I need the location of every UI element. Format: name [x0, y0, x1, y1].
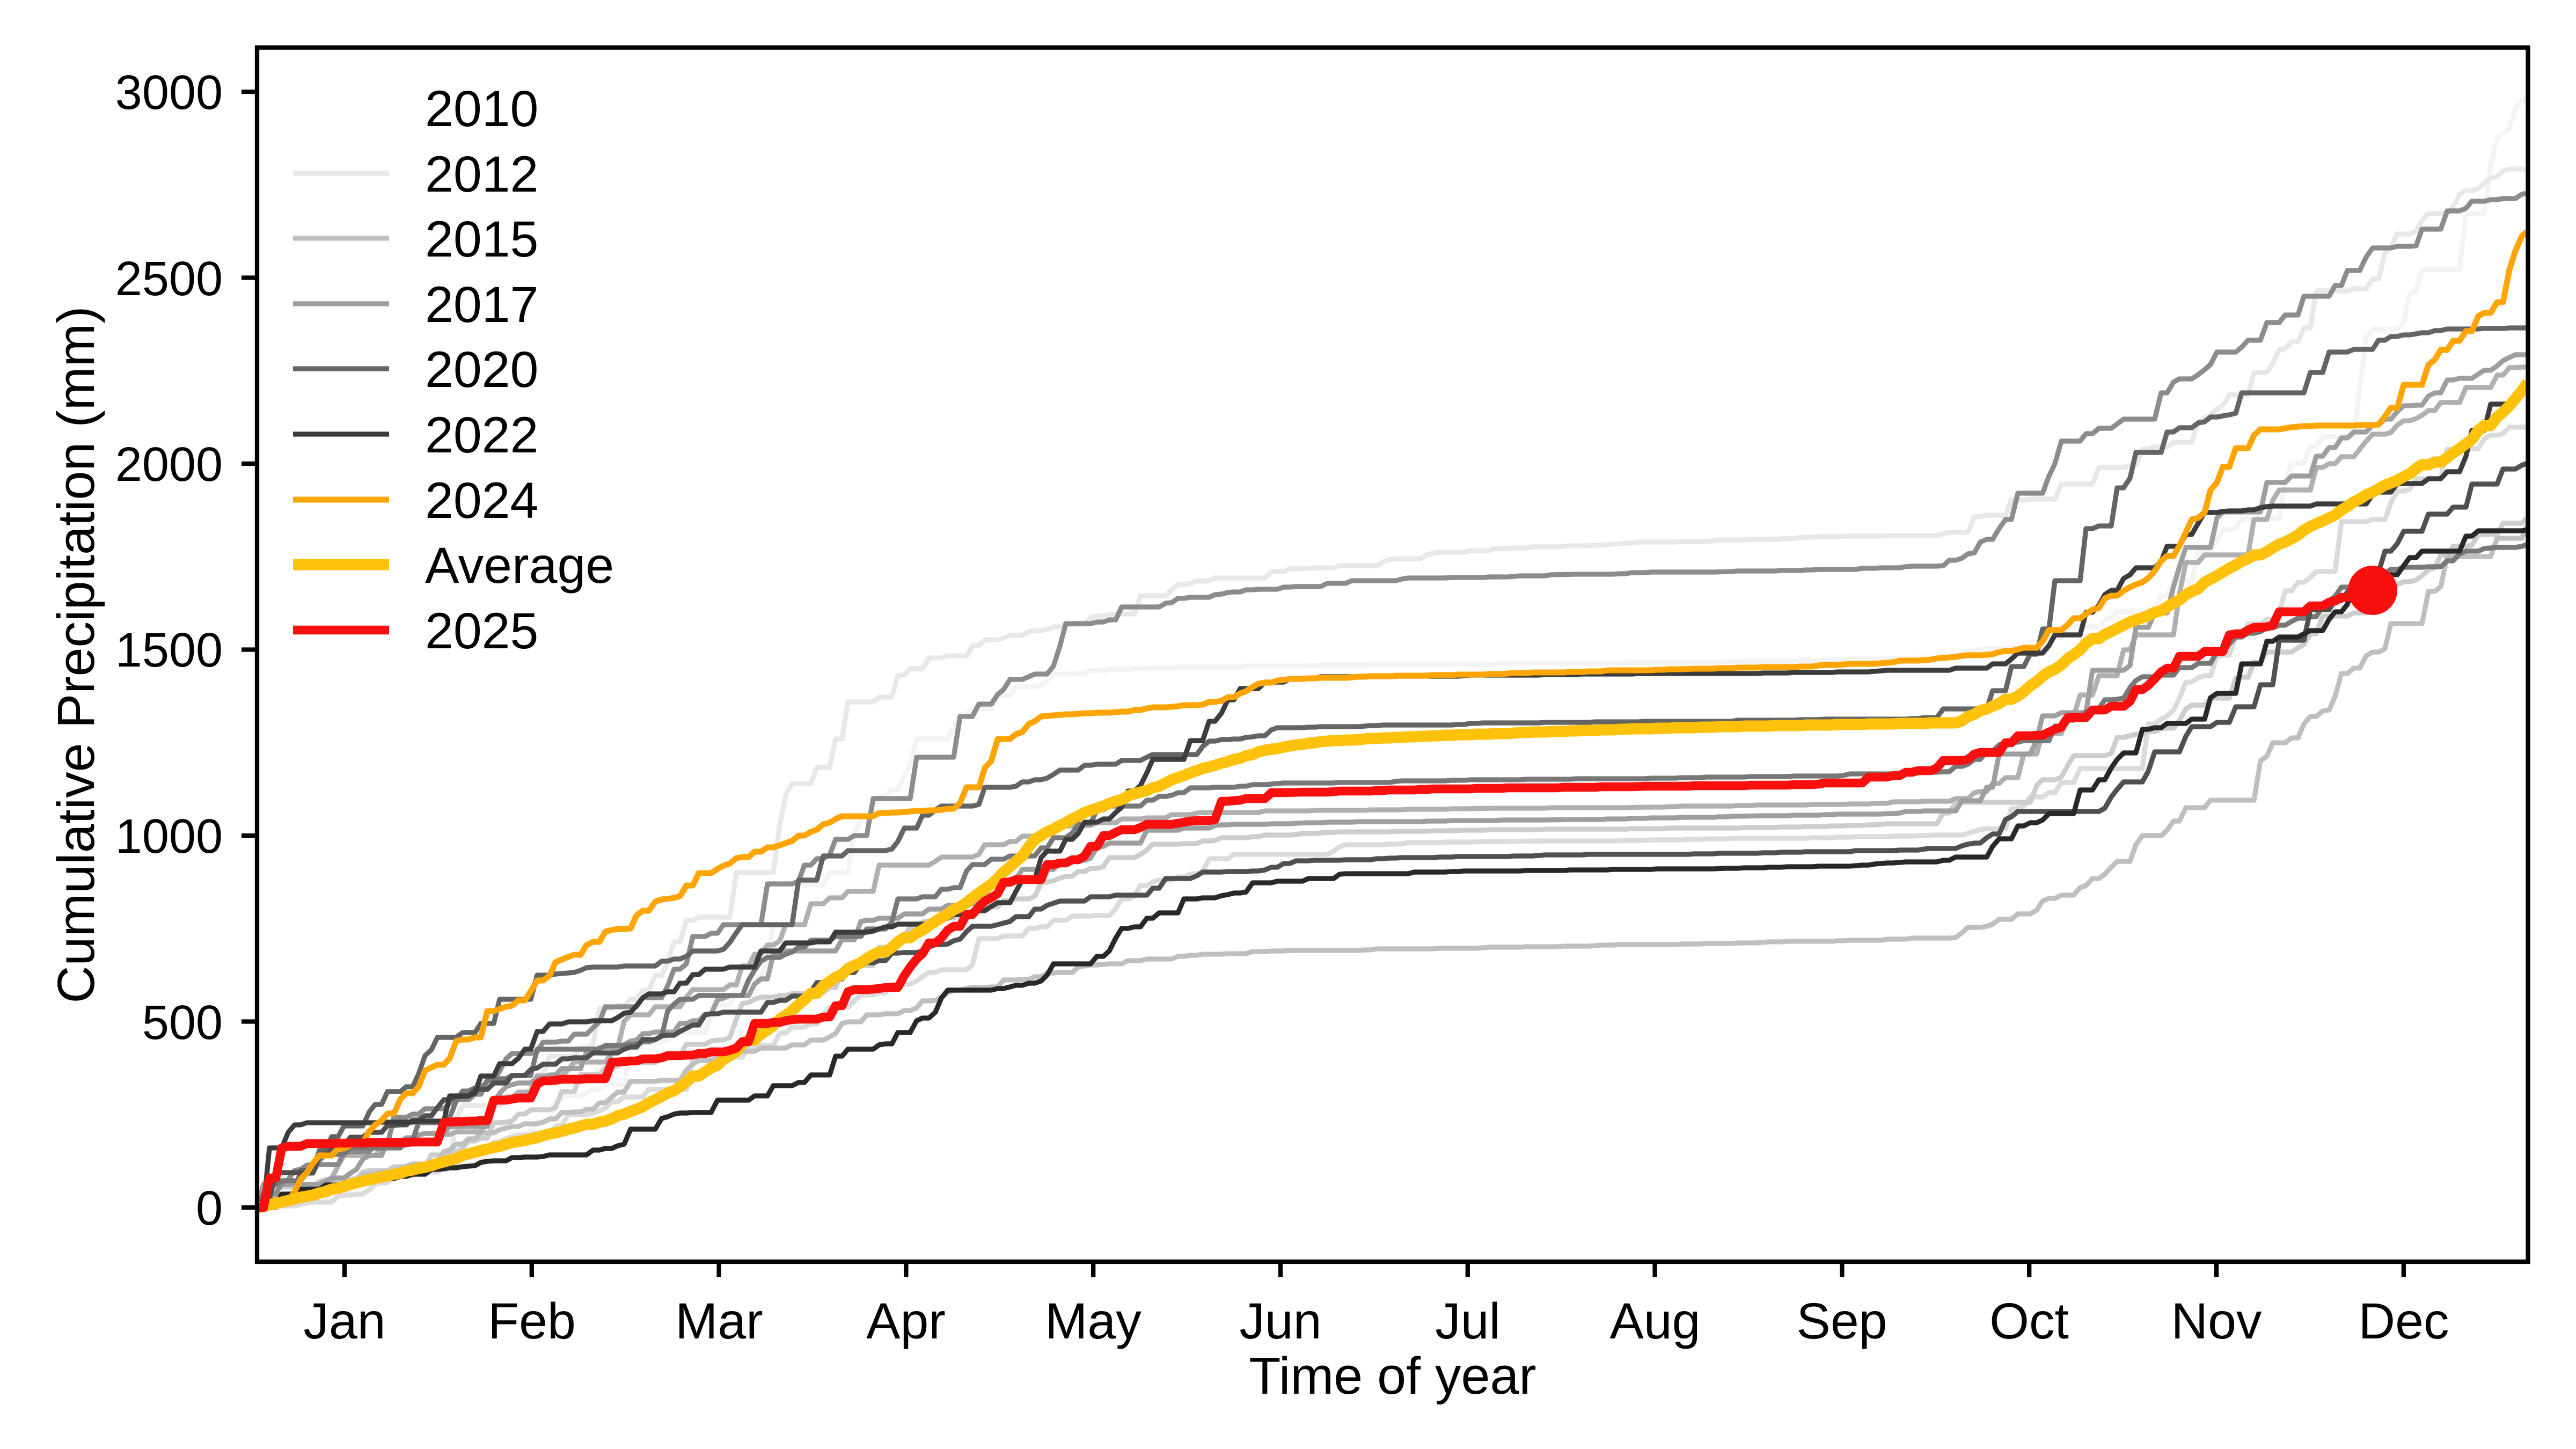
svg-text:3000: 3000: [115, 66, 223, 120]
svg-text:Nov: Nov: [2171, 1293, 2262, 1350]
svg-text:Average: Average: [425, 537, 614, 594]
svg-text:Feb: Feb: [488, 1293, 576, 1350]
svg-text:2010: 2010: [425, 80, 538, 137]
svg-text:May: May: [1045, 1293, 1141, 1350]
svg-text:Apr: Apr: [866, 1293, 946, 1350]
svg-text:2015: 2015: [425, 211, 538, 268]
svg-text:Time of year: Time of year: [1249, 1346, 1536, 1405]
svg-text:Jul: Jul: [1435, 1293, 1500, 1350]
svg-text:2020: 2020: [425, 341, 538, 398]
svg-text:Dec: Dec: [2359, 1293, 2449, 1350]
svg-text:2012: 2012: [425, 146, 538, 203]
svg-text:Cumulative Precipitation (mm): Cumulative Precipitation (mm): [47, 306, 105, 1003]
svg-text:2000: 2000: [115, 438, 223, 492]
svg-text:2025: 2025: [425, 603, 538, 660]
svg-text:Jun: Jun: [1239, 1293, 1321, 1350]
svg-text:2500: 2500: [115, 252, 223, 306]
svg-text:1000: 1000: [115, 810, 223, 863]
svg-text:2017: 2017: [425, 276, 538, 333]
svg-text:Oct: Oct: [1989, 1293, 2069, 1350]
svg-text:Aug: Aug: [1609, 1293, 1700, 1350]
svg-text:2022: 2022: [425, 407, 538, 464]
svg-text:Sep: Sep: [1796, 1293, 1887, 1350]
svg-text:0: 0: [196, 1182, 223, 1235]
svg-text:1500: 1500: [115, 624, 223, 677]
svg-text:Mar: Mar: [675, 1293, 763, 1350]
svg-text:500: 500: [142, 996, 223, 1050]
svg-text:2024: 2024: [425, 472, 538, 529]
svg-text:Jan: Jan: [303, 1293, 385, 1350]
